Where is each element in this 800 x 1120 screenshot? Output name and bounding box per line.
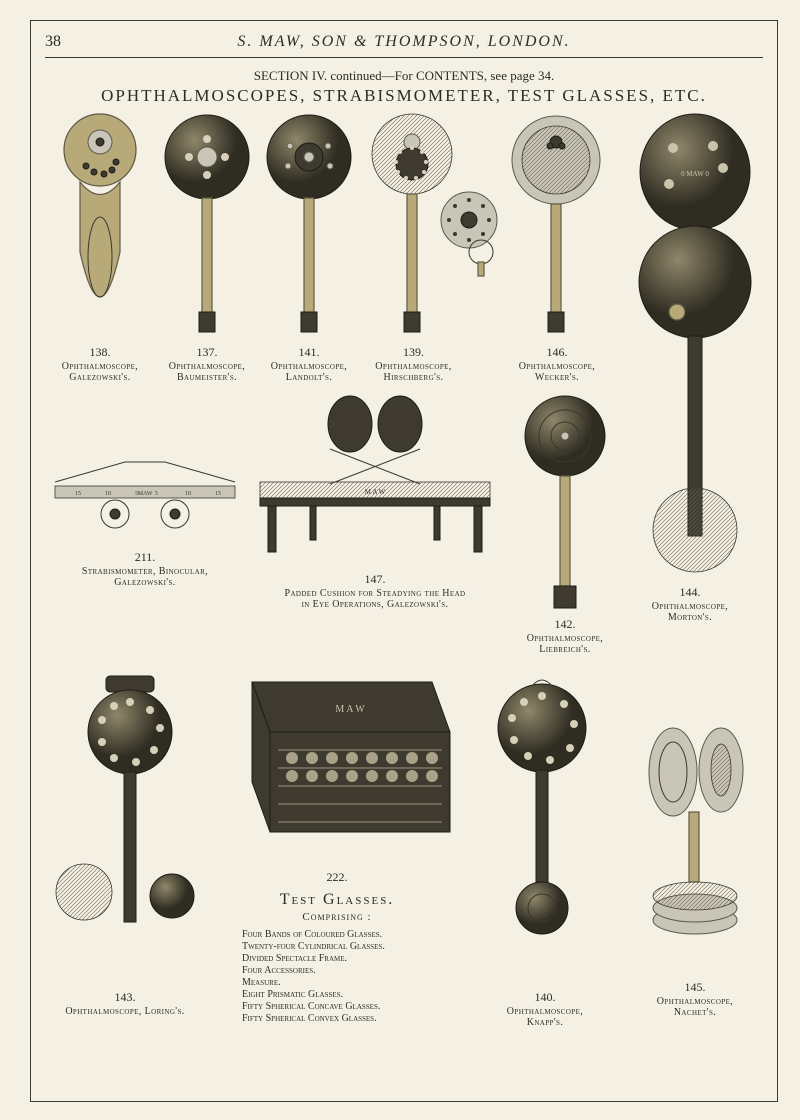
fig-141: 141. Ophthalmoscope,Landolt's.: [259, 112, 359, 383]
list-item: Fifty Spherical Concave Glasses.: [242, 1001, 432, 1013]
fig-144: 0 MAW 0 144. Ophthalmoscope,Morton's.: [625, 112, 755, 623]
test-glasses-heading: Test Glasses.: [217, 891, 457, 909]
ophthalmoscope-icon: [480, 672, 610, 982]
fig-caption: Ophthalmoscope,Galezowski's.: [45, 361, 155, 383]
list-item: Fifty Spherical Convex Glasses.: [242, 1013, 432, 1025]
test-glasses-subheading: Comprising :: [217, 911, 457, 923]
fig-143: 143. Ophthalmoscope, Loring's.: [45, 672, 205, 1017]
fig-caption: Ophthalmoscope,Morton's.: [625, 601, 755, 623]
test-glasses-case-icon: M A W: [222, 672, 452, 862]
fig-number: 142.: [515, 617, 615, 632]
running-head-row: 38 S. MAW, SON & THOMPSON, LONDON.: [45, 31, 763, 58]
page: 38 S. MAW, SON & THOMPSON, LONDON. SECTI…: [0, 0, 800, 1120]
svg-text:M A W: M A W: [335, 704, 365, 715]
fig-caption: Ophthalmoscope,Knapp's.: [475, 1006, 615, 1028]
list-item: Measure.: [242, 977, 432, 989]
svg-text:MAW: MAW: [138, 491, 153, 497]
cushion-table-icon: M A W: [250, 394, 500, 564]
svg-text:5: 5: [155, 491, 158, 497]
fig-146: 146. Ophthalmoscope,Wecker's.: [507, 112, 607, 383]
ophthalmoscope-icon: [50, 672, 200, 982]
fig-142: 142. Ophthalmoscope,Liebreich's.: [515, 394, 615, 655]
fig-caption: Ophthalmoscope,Nachet's.: [625, 996, 765, 1018]
figure-canvas: 138. Ophthalmoscope,Galezowski's. 137. O…: [45, 112, 763, 1072]
ophthalmoscope-icon: [520, 394, 610, 614]
fig-number: 137.: [157, 345, 257, 360]
fig-number: 138.: [45, 345, 155, 360]
content-title: OPHTHALMOSCOPES, STRABISMOMETER, TEST GL…: [45, 86, 763, 106]
fig-caption: Ophthalmoscope,Hirschberg's.: [361, 361, 466, 383]
fig-number: 140.: [475, 990, 615, 1005]
fig-number: 145.: [625, 980, 765, 995]
fig-number: 211.: [45, 550, 245, 565]
list-item: Four Bands of Coloured Glasses.: [242, 929, 432, 941]
fig-caption: Ophthalmoscope,Liebreich's.: [515, 633, 615, 655]
svg-text:0 MAW 0: 0 MAW 0: [681, 170, 709, 178]
list-item: Divided Spectacle Frame.: [242, 953, 432, 965]
running-head: S. MAW, SON & THOMPSON, LONDON.: [85, 33, 723, 51]
fig-147: M A W 147. Padded Cushion for Steadying …: [245, 394, 505, 610]
fig-caption: Ophthalmoscope, Loring's.: [45, 1006, 205, 1017]
fig-222: M A W: [217, 672, 457, 1025]
fig-number: 222.: [217, 870, 457, 885]
fig-145: 145. Ophthalmoscope,Nachet's.: [625, 712, 765, 1018]
ophthalmoscope-icon: [625, 712, 765, 972]
fig-140: 140. Ophthalmoscope,Knapp's.: [475, 672, 615, 1028]
svg-text:10: 10: [185, 491, 191, 497]
fig-number: 144.: [625, 585, 755, 600]
list-item: Twenty-four Cylindrical Glasses.: [242, 941, 432, 953]
fig-caption: Strabismometer, Binocular,Galezowski's.: [45, 566, 245, 588]
svg-text:15: 15: [75, 491, 81, 497]
test-glasses-list: Four Bands of Coloured Glasses. Twenty-f…: [242, 929, 432, 1025]
fig-caption: Ophthalmoscope,Landolt's.: [259, 361, 359, 383]
ophthalmoscope-icon: [162, 112, 252, 342]
fig-number: 147.: [245, 572, 505, 587]
ophthalmoscope-icon: [50, 112, 150, 342]
svg-text:10: 10: [105, 491, 111, 497]
fig-211: 15105 51015 MAW 211. Strabismometer, Bin…: [45, 422, 245, 588]
fig-number: 139.: [361, 345, 466, 360]
fig-caption: Padded Cushion for Steadying the Headin …: [245, 588, 505, 610]
fig-number: 146.: [507, 345, 607, 360]
page-number: 38: [45, 33, 85, 51]
fig-caption: Ophthalmoscope,Wecker's.: [507, 361, 607, 383]
page-border: 38 S. MAW, SON & THOMPSON, LONDON. SECTI…: [30, 20, 778, 1102]
ophthalmoscope-icon: 0 MAW 0: [625, 112, 755, 582]
strabismometer-icon: 15105 51015 MAW: [45, 422, 245, 542]
svg-text:15: 15: [215, 491, 221, 497]
fig-137: 137. Ophthalmoscope,Baumeister's.: [157, 112, 257, 383]
fig-number: 141.: [259, 345, 359, 360]
ophthalmoscope-icon: [510, 112, 605, 342]
list-item: Eight Prismatic Glasses.: [242, 989, 432, 1001]
section-line: SECTION IV. continued—For CONTENTS, see …: [45, 68, 763, 84]
svg-text:M A W: M A W: [365, 488, 386, 496]
list-item: Four Accessories.: [242, 965, 432, 977]
fig-number: 143.: [45, 990, 205, 1005]
ophthalmoscope-icon: [264, 112, 354, 342]
fig-139-detail: [437, 190, 507, 285]
fig-caption: Ophthalmoscope,Baumeister's.: [157, 361, 257, 383]
lens-detail-icon: [437, 190, 507, 280]
fig-138: 138. Ophthalmoscope,Galezowski's.: [45, 112, 155, 383]
